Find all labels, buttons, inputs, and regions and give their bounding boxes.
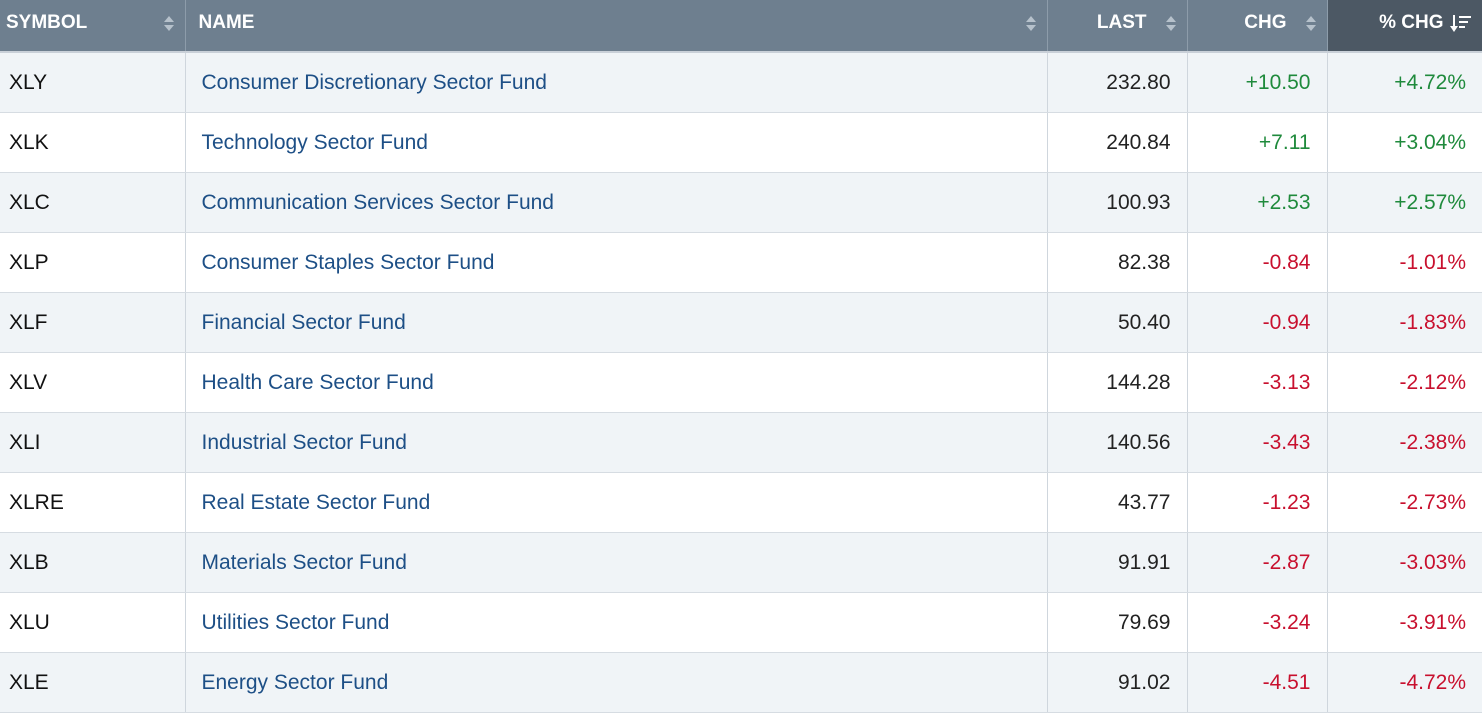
symbol-cell: XLY [0,52,186,113]
fund-name-link[interactable]: Real Estate Sector Fund [201,490,431,514]
fund-name-link[interactable]: Utilities Sector Fund [201,610,390,634]
last-price-cell: 140.56 [1047,412,1188,473]
last-price-cell: 82.38 [1047,232,1188,293]
name-cell: Consumer Discretionary Sector Fund [185,52,1048,113]
change-cell: -3.13 [1187,352,1328,413]
percent-change-cell: +4.72% [1327,52,1482,113]
name-cell: Energy Sector Fund [185,652,1048,713]
symbol-cell: XLF [0,292,186,353]
fund-name-link[interactable]: Technology Sector Fund [201,130,428,154]
table-row[interactable]: XLP Consumer Staples Sector Fund 82.38 -0.8… [0,232,1482,293]
sort-arrows-icon [1025,16,1036,34]
last-price-cell: 91.02 [1047,652,1188,713]
symbol-cell: XLI [0,412,186,473]
symbol-cell: XLC [0,172,186,233]
column-header-symbol[interactable]: SYMBOL [0,0,186,53]
table-row[interactable]: XLF Financial Sector Fund 50.40 -0.94 -1.83% [0,292,1482,353]
table-row[interactable]: XLE Energy Sector Fund 91.02 -4.51 -4.72% [0,652,1482,713]
fund-name-link[interactable]: Industrial Sector Fund [201,430,407,454]
column-header-name[interactable]: NAME [185,0,1048,53]
fund-name-link[interactable]: Materials Sector Fund [201,550,407,574]
last-price-cell: 91.91 [1047,532,1188,593]
column-header-last[interactable]: LAST [1047,0,1188,53]
fund-name-link[interactable]: Communication Services Sector Fund [201,190,554,214]
fund-name-link[interactable]: Energy Sector Fund [201,670,389,694]
table-row[interactable]: XLB Materials Sector Fund 91.91 -2.87 -3.03% [0,532,1482,593]
column-header-pct-chg[interactable]: % CHG [1327,0,1482,53]
table-row[interactable]: XLU Utilities Sector Fund 79.69 -3.24 -3.91% [0,592,1482,653]
symbol-cell: XLE [0,652,186,713]
column-header-pct-chg-label: % CHG [1379,12,1444,33]
change-cell: -2.87 [1187,532,1328,593]
change-cell: +2.53 [1187,172,1328,233]
change-cell: -0.84 [1187,232,1328,293]
percent-change-cell: -3.91% [1327,592,1482,653]
table-row[interactable]: XLV Health Care Sector Fund 144.28 -3.13 -2.… [0,352,1482,413]
name-cell: Materials Sector Fund [185,532,1048,593]
change-cell: -3.43 [1187,412,1328,473]
name-cell: Utilities Sector Fund [185,592,1048,653]
percent-change-cell: -1.83% [1327,292,1482,353]
percent-change-cell: -2.38% [1327,412,1482,473]
name-cell: Financial Sector Fund [185,292,1048,353]
name-cell: Technology Sector Fund [185,112,1048,173]
percent-change-cell: -3.03% [1327,532,1482,593]
name-cell: Real Estate Sector Fund [185,472,1048,533]
sort-descending-icon [1449,14,1472,34]
table-row[interactable]: XLY Consumer Discretionary Sector Fund 232… [0,52,1482,113]
change-cell: +10.50 [1187,52,1328,113]
symbol-cell: XLU [0,592,186,653]
sort-arrows-icon [1165,16,1176,34]
last-price-cell: 79.69 [1047,592,1188,653]
percent-change-cell: +3.04% [1327,112,1482,173]
last-price-cell: 50.40 [1047,292,1188,353]
column-header-chg-label: CHG [1244,12,1287,33]
header-row: SYMBOL NAME LAST CHG % CHG [0,0,1482,53]
name-cell: Industrial Sector Fund [185,412,1048,473]
change-cell: +7.11 [1187,112,1328,173]
fund-name-link[interactable]: Consumer Staples Sector Fund [201,250,495,274]
symbol-cell: XLB [0,532,186,593]
table-row[interactable]: XLK Technology Sector Fund 240.84 +7.11 +3.0… [0,112,1482,173]
percent-change-cell: -4.72% [1327,652,1482,713]
table-header: SYMBOL NAME LAST CHG % CHG [0,0,1482,53]
table-row[interactable]: XLRE Real Estate Sector Fund 43.77 -1.23 -2.… [0,472,1482,533]
percent-change-cell: -1.01% [1327,232,1482,293]
symbol-cell: XLP [0,232,186,293]
symbol-cell: XLK [0,112,186,173]
change-cell: -3.24 [1187,592,1328,653]
last-price-cell: 43.77 [1047,472,1188,533]
change-cell: -4.51 [1187,652,1328,713]
name-cell: Communication Services Sector Fund [185,172,1048,233]
table-row[interactable]: XLC Communication Services Sector Fund 100… [0,172,1482,233]
last-price-cell: 100.93 [1047,172,1188,233]
change-cell: -0.94 [1187,292,1328,353]
last-price-cell: 240.84 [1047,112,1188,173]
name-cell: Consumer Staples Sector Fund [185,232,1048,293]
sort-arrows-icon [163,16,174,34]
symbol-cell: XLV [0,352,186,413]
fund-name-link[interactable]: Health Care Sector Fund [201,370,434,394]
fund-name-link[interactable]: Financial Sector Fund [201,310,406,334]
table-row[interactable]: XLI Industrial Sector Fund 140.56 -3.43 -2.3… [0,412,1482,473]
last-price-cell: 144.28 [1047,352,1188,413]
fund-name-link[interactable]: Consumer Discretionary Sector Fund [201,70,547,94]
column-header-name-label: NAME [198,12,255,33]
last-price-cell: 232.80 [1047,52,1188,113]
name-cell: Health Care Sector Fund [185,352,1048,413]
column-header-chg[interactable]: CHG [1187,0,1328,53]
percent-change-cell: -2.73% [1327,472,1482,533]
sort-arrows-icon [1305,16,1316,34]
column-header-symbol-label: SYMBOL [6,12,88,33]
percent-change-cell: +2.57% [1327,172,1482,233]
symbol-cell: XLRE [0,472,186,533]
table-body: XLY Consumer Discretionary Sector Fund 232… [0,52,1482,713]
percent-change-cell: -2.12% [1327,352,1482,413]
change-cell: -1.23 [1187,472,1328,533]
column-header-last-label: LAST [1096,12,1147,33]
